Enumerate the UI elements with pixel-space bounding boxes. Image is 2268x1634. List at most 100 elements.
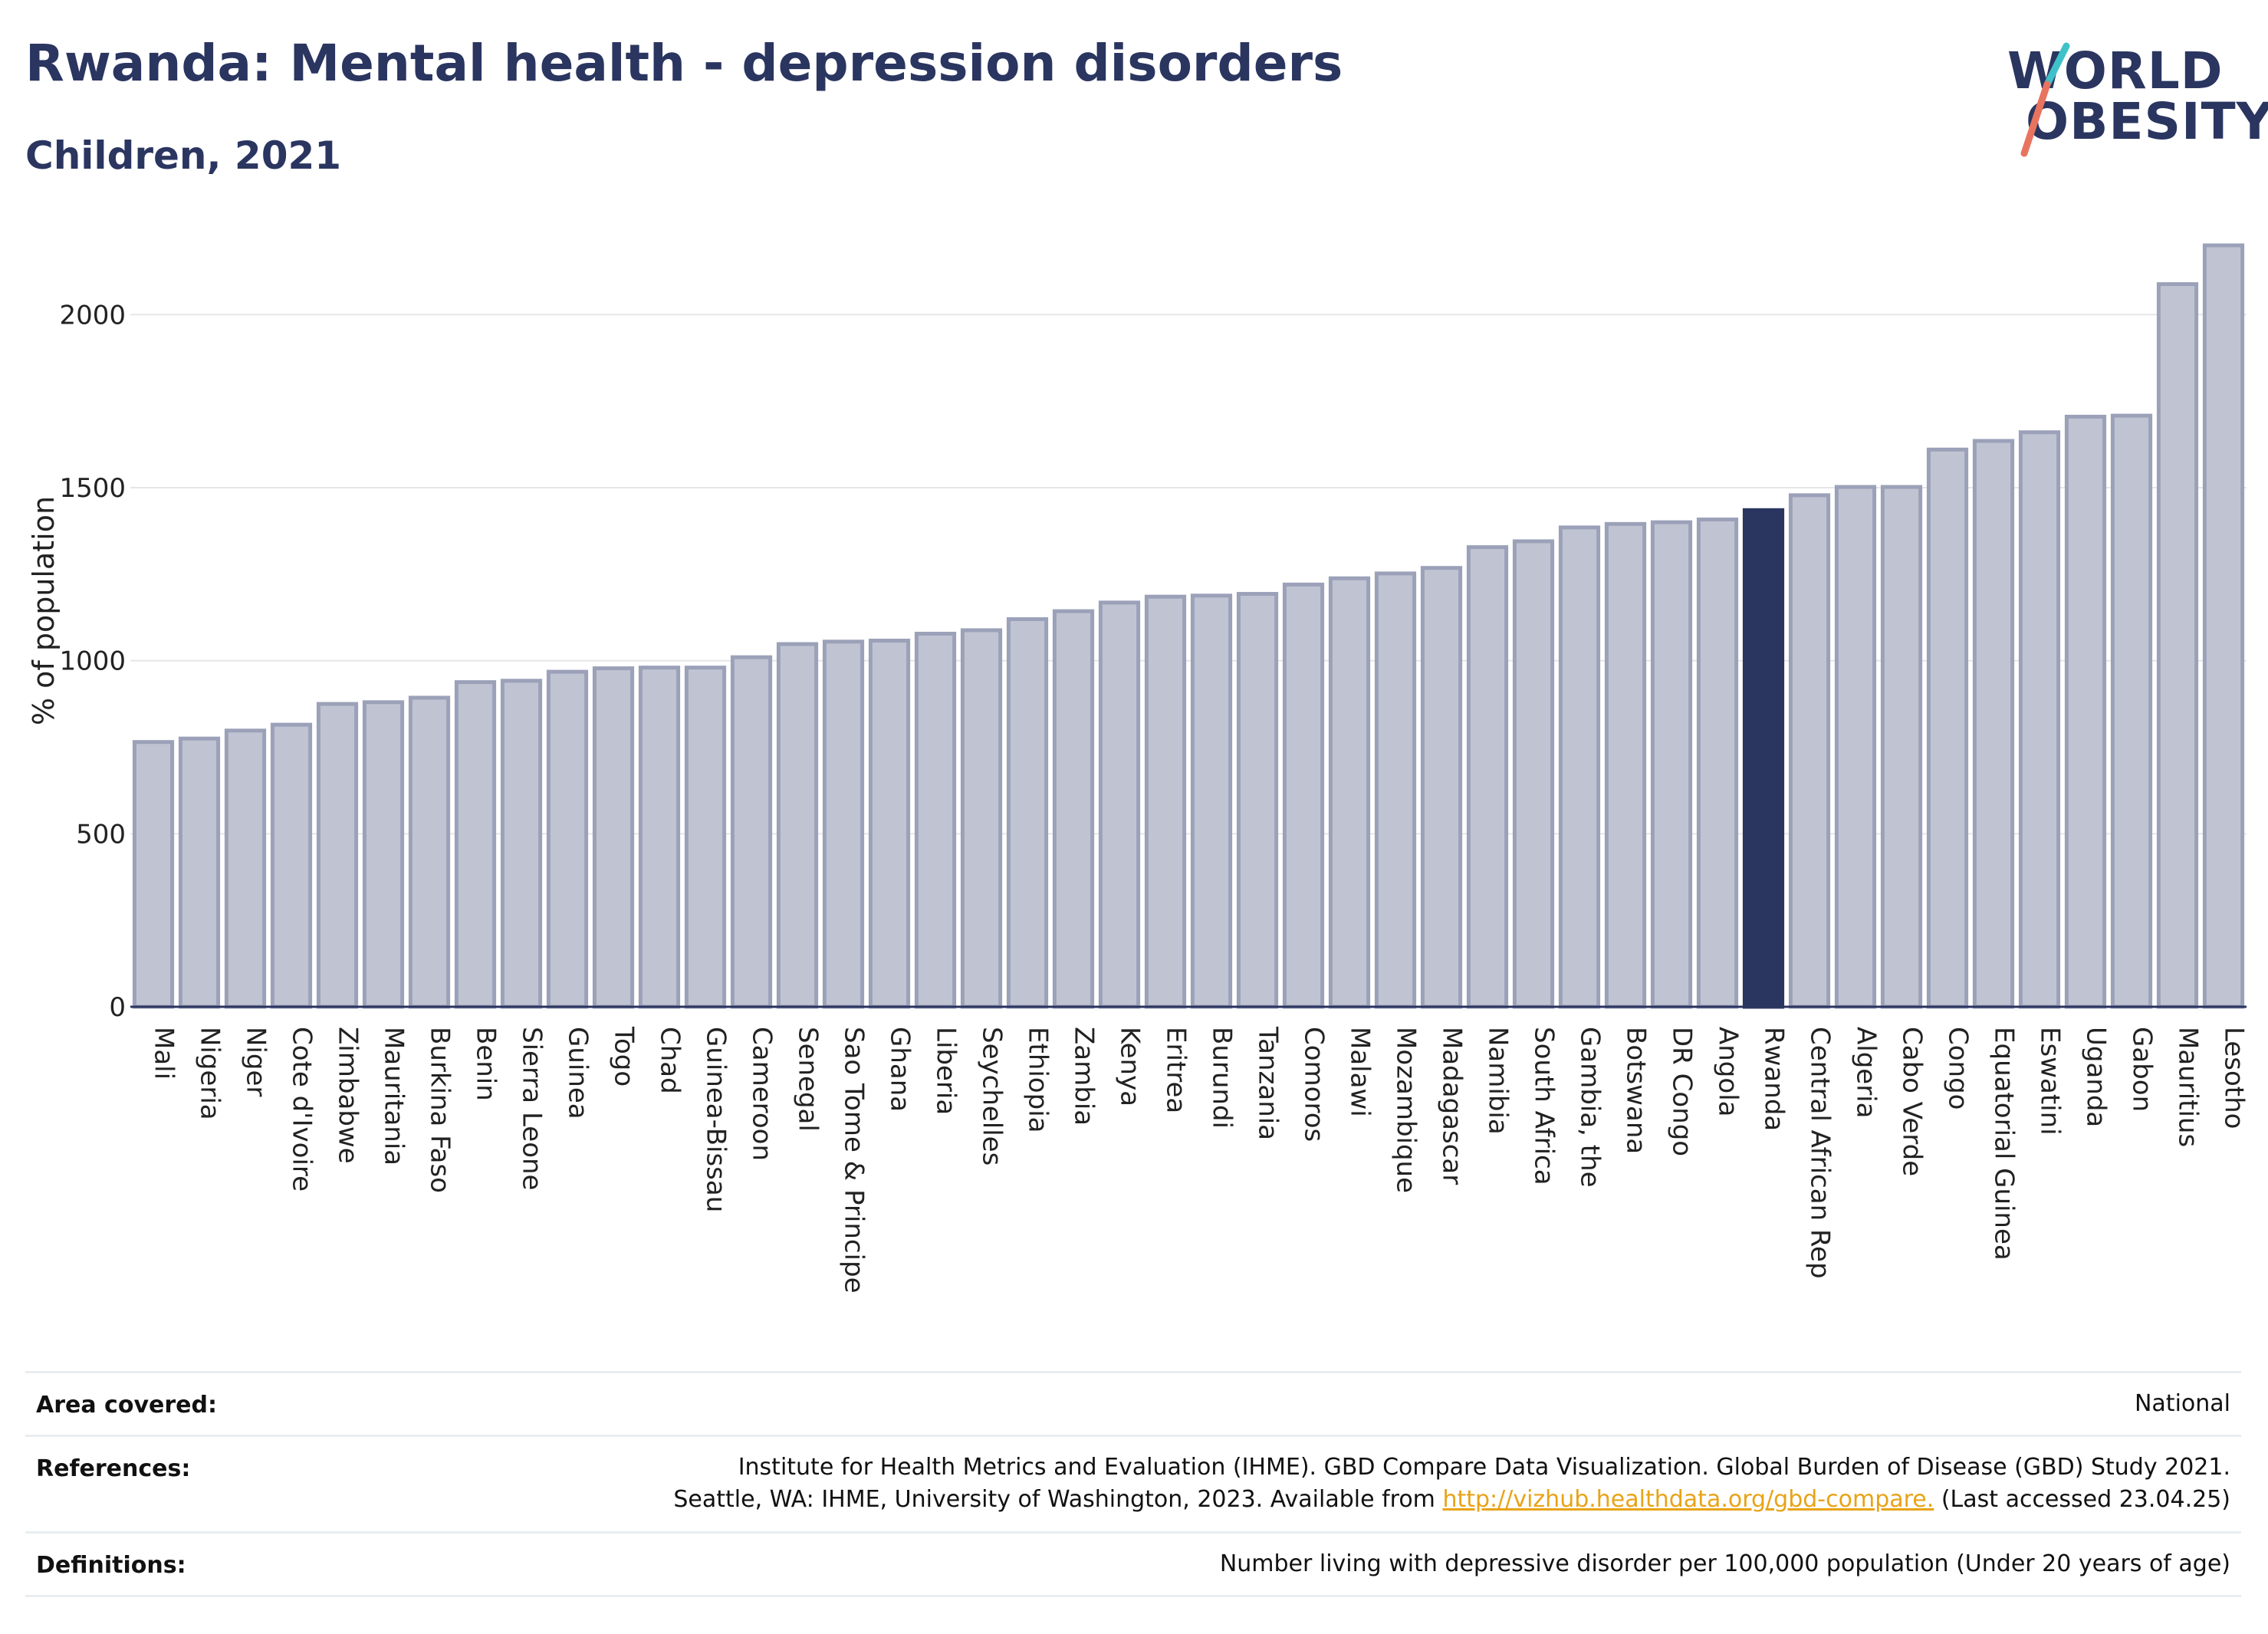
- x-tick-label: Zimbabwe: [333, 1027, 363, 1164]
- footer-row-definitions: Definitions: Number living with depressi…: [25, 1531, 2241, 1597]
- bar-eritrea: [1144, 594, 1187, 1009]
- bar-algeria: [1834, 485, 1877, 1009]
- logo-line2: OBESITY: [2026, 92, 2268, 151]
- logo-slash-icon: [2020, 42, 2070, 157]
- bar-guinea-bissau: [684, 666, 727, 1009]
- x-tick-label: Benin: [471, 1027, 501, 1101]
- x-tick-label: Senegal: [793, 1027, 823, 1132]
- bar-senegal: [776, 642, 819, 1009]
- x-tick-label: Gambia, the: [1575, 1027, 1606, 1188]
- bar-tanzania: [1236, 592, 1279, 1009]
- bar-gabon: [2110, 413, 2153, 1009]
- bar-madagascar: [1420, 566, 1463, 1009]
- x-tick-label: Congo: [1943, 1027, 1974, 1110]
- bar-benin: [454, 680, 497, 1009]
- bar-central-african-rep: [1788, 493, 1831, 1009]
- y-tick-label: 2000: [59, 300, 126, 330]
- y-tick-label: 1000: [59, 646, 126, 677]
- x-tick-label: Niger: [241, 1027, 271, 1096]
- x-tick-label: Liberia: [931, 1027, 961, 1115]
- area-label: Area covered:: [36, 1392, 217, 1419]
- bar-ethiopia: [1006, 616, 1049, 1009]
- x-tick-label: Gabon: [2127, 1027, 2158, 1112]
- bar-guinea: [546, 669, 589, 1009]
- definitions-value: Number living with depressive disorder p…: [1219, 1550, 2230, 1577]
- bar-seychelles: [960, 628, 1003, 1009]
- references-line1: Institute for Health Metrics and Evaluat…: [738, 1454, 2230, 1481]
- bar-congo: [1926, 447, 1969, 1009]
- x-tick-label: Eswatini: [2035, 1027, 2066, 1136]
- x-tick-label: Guinea-Bissau: [701, 1027, 731, 1212]
- bar-sierra-leone: [500, 679, 543, 1009]
- x-tick-label: Rwanda: [1759, 1027, 1790, 1131]
- x-tick-label: Burundi: [1207, 1027, 1238, 1129]
- bar-zimbabwe: [316, 702, 359, 1009]
- bar-cabo-verde: [1880, 485, 1923, 1009]
- x-tick-label: Zambia: [1069, 1027, 1099, 1126]
- references-link[interactable]: http://vizhub.healthdata.org/gbd-compare…: [1442, 1486, 1934, 1513]
- x-tick-label: Mauritania: [379, 1027, 409, 1165]
- bars: [132, 243, 2245, 1009]
- x-tick-label: Mali: [149, 1027, 179, 1080]
- x-tick-label: Tanzania: [1253, 1026, 1284, 1140]
- footer-row-references: References: Institute for Health Metrics…: [25, 1435, 2241, 1531]
- bar-chad: [638, 666, 681, 1009]
- bar-botswana: [1604, 521, 1647, 1009]
- page-subtitle: Children, 2021: [25, 133, 342, 178]
- y-axis-ticks: 0 500 1000 1500 2000: [59, 300, 126, 1023]
- bar-comoros: [1282, 582, 1325, 1009]
- bar-gambia-the: [1558, 525, 1601, 1009]
- x-tick-label: Comoros: [1299, 1027, 1330, 1142]
- x-tick-label: Seychelles: [977, 1027, 1007, 1165]
- x-tick-label: Cote d'Ivoire: [287, 1027, 317, 1192]
- x-tick-label: Malawi: [1345, 1027, 1376, 1117]
- bar-equatorial-guinea: [1972, 439, 2015, 1009]
- x-tick-label: Ghana: [885, 1027, 915, 1112]
- x-tick-label: Chad: [655, 1027, 685, 1094]
- bar-burundi: [1190, 593, 1233, 1009]
- references-value: Institute for Health Metrics and Evaluat…: [673, 1452, 2230, 1516]
- x-tick-label: Cabo Verde: [1897, 1027, 1928, 1176]
- x-axis-labels: Mali Nigeria Niger Cote d'Ivoire Zimbabwe Mau…: [149, 1026, 2250, 1294]
- bar-burkina-faso: [408, 695, 451, 1009]
- bar-mauritius: [2156, 282, 2199, 1009]
- y-tick-label: 1500: [59, 473, 126, 504]
- x-tick-label: Botswana: [1621, 1027, 1652, 1154]
- x-tick-label: Cameroon: [747, 1027, 777, 1161]
- x-tick-label: Burkina Faso: [425, 1027, 455, 1193]
- world-obesity-logo: WORLD OBESITY: [1994, 31, 2268, 161]
- bar-zambia: [1052, 609, 1095, 1009]
- x-tick-label: Madagascar: [1437, 1027, 1468, 1185]
- x-tick-label: Kenya: [1115, 1027, 1146, 1106]
- bar-malawi: [1328, 576, 1371, 1009]
- bar-mauritania: [362, 700, 405, 1009]
- bar-cote-d-ivoire: [270, 722, 313, 1009]
- x-tick-label: Lesotho: [2219, 1027, 2250, 1129]
- x-tick-label: Guinea: [563, 1027, 593, 1119]
- bar-ghana: [868, 638, 911, 1009]
- bar-sao-tome-principe: [822, 639, 865, 1009]
- y-axis-label: % of population: [27, 496, 61, 725]
- bar-lesotho: [2202, 243, 2245, 1009]
- x-tick-label: Sierra Leone: [517, 1027, 547, 1190]
- x-tick-label: Togo: [609, 1026, 639, 1087]
- x-tick-label: Nigeria: [195, 1027, 225, 1120]
- x-tick-label: Uganda: [2081, 1027, 2112, 1127]
- bar-cameroon: [730, 655, 773, 1009]
- bar-togo: [592, 666, 635, 1009]
- bar-chart: 0 500 1000 1500 2000 Mali Nigeria Niger Cote d'…: [27, 243, 2250, 1294]
- bar-kenya: [1098, 600, 1141, 1009]
- bar-south-africa: [1512, 539, 1555, 1009]
- bar-angola: [1696, 517, 1739, 1009]
- y-tick-label: 0: [109, 992, 126, 1023]
- x-tick-label: South Africa: [1529, 1027, 1560, 1185]
- references-line2: Seattle, WA: IHME, University of Washing…: [673, 1484, 2230, 1516]
- x-tick-label: Mozambique: [1391, 1027, 1422, 1193]
- x-tick-label: Equatorial Guinea: [1989, 1027, 2020, 1261]
- x-tick-label: DR Congo: [1667, 1027, 1698, 1156]
- bar-dr-congo: [1650, 520, 1693, 1009]
- bar-liberia: [914, 631, 957, 1009]
- references-line2-pre: Seattle, WA: IHME, University of Washing…: [673, 1486, 1443, 1513]
- x-tick-label: Angola: [1713, 1027, 1744, 1116]
- bar-nigeria: [178, 736, 221, 1009]
